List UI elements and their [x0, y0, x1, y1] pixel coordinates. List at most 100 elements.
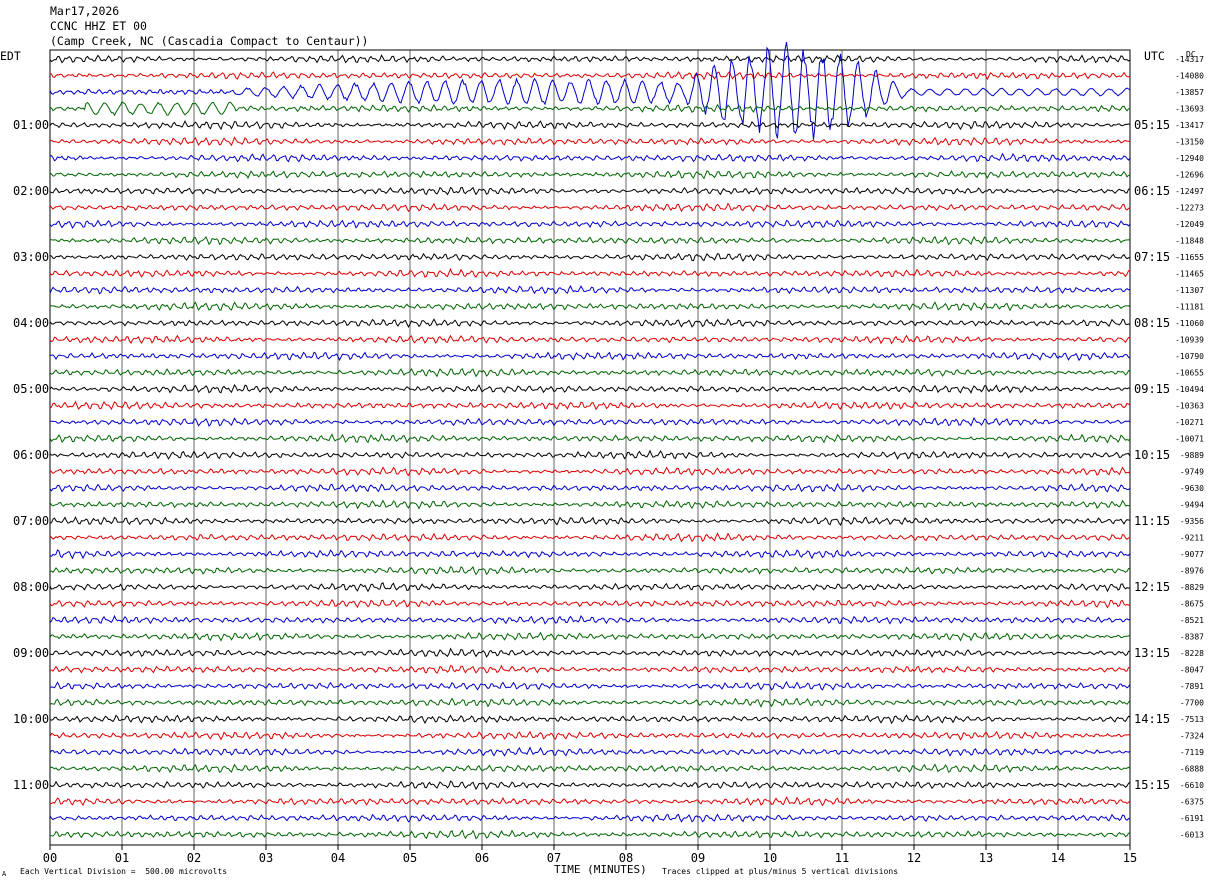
x-tick-label: 11	[835, 851, 849, 865]
trace-line	[49, 368, 1131, 378]
trace-line	[49, 433, 1131, 444]
utc-hour-label: 12:15	[1134, 580, 1170, 594]
dc-offset-label: -10071	[1175, 435, 1204, 444]
utc-hour-label: 11:15	[1134, 514, 1170, 528]
trace-line	[49, 532, 1131, 543]
trace-line	[49, 582, 1131, 593]
clip-note: Traces clipped at plus/minus 5 vertical …	[662, 867, 899, 876]
x-tick-label: 02	[187, 851, 201, 865]
trace-line	[49, 763, 1131, 774]
utc-hour-label: 05:15	[1134, 118, 1170, 132]
dc-offset-label: -6888	[1180, 765, 1204, 774]
utc-hour-label: 08:15	[1134, 316, 1170, 330]
trace-line	[50, 664, 1131, 675]
trace-line	[49, 466, 1131, 477]
edt-hour-label: 03:00	[13, 250, 49, 264]
trace-line	[49, 186, 1131, 196]
dc-offset-label: -9077	[1180, 550, 1204, 559]
trace-line	[49, 318, 1131, 328]
dc-offset-label: -9356	[1180, 517, 1204, 526]
utc-label: UTC	[1144, 49, 1165, 63]
corner-mark: A	[2, 870, 7, 878]
utc-hour-label: 09:15	[1134, 382, 1170, 396]
dc-offset-label: -9494	[1180, 501, 1204, 510]
x-tick-label: 12	[907, 851, 921, 865]
dc-offset-label: -11307	[1175, 286, 1204, 295]
dc-offset-label: -6013	[1180, 831, 1204, 840]
trace-line	[49, 120, 1131, 131]
utc-hour-label: 10:15	[1134, 448, 1170, 462]
x-tick-label: 10	[763, 851, 777, 865]
edt-hour-label: 02:00	[13, 184, 49, 198]
trace-line	[49, 499, 1131, 510]
plot-frame	[49, 49, 1131, 846]
dc-offset-label: -6375	[1180, 798, 1204, 807]
x-tick-label: 01	[115, 851, 129, 865]
trace-line	[49, 416, 1131, 427]
utc-hour-label: 15:15	[1134, 778, 1170, 792]
trace-line	[49, 697, 1131, 708]
trace-line	[49, 549, 1131, 560]
edt-hour-label: 08:00	[13, 580, 49, 594]
x-tick-label: 08	[619, 851, 633, 865]
trace-line	[49, 351, 1131, 362]
edt-hour-label: 01:00	[13, 118, 49, 132]
dc-offset-label: -8521	[1180, 616, 1204, 625]
trace-line	[49, 170, 1131, 180]
x-axis-title: TIME (MINUTES)	[554, 863, 647, 876]
trace-line	[49, 516, 1131, 526]
trace-line	[49, 152, 1131, 163]
dc-offset-label: -13693	[1175, 105, 1204, 114]
dc-offset-label: -8829	[1180, 583, 1204, 592]
edt-label: EDT	[0, 49, 21, 63]
dc-offset-label: -6191	[1180, 814, 1204, 823]
trace-line	[49, 301, 1131, 312]
dc-offset-label: -7324	[1180, 732, 1204, 741]
edt-hour-label: 09:00	[13, 646, 49, 660]
x-tick-label: 05	[403, 851, 417, 865]
dc-offset-label: -10655	[1175, 369, 1204, 378]
dc-offset-label: -14080	[1175, 72, 1204, 81]
edt-hour-label: 07:00	[13, 514, 49, 528]
trace-line	[49, 614, 1131, 625]
dc-offset-label: -8976	[1180, 567, 1204, 576]
x-tick-label: 06	[475, 851, 489, 865]
trace-line	[49, 54, 1131, 64]
trace-line	[49, 730, 1131, 741]
trace-line	[49, 565, 1131, 576]
trace-line	[49, 267, 1131, 278]
trace-line	[49, 400, 1131, 411]
dc-offset-label: -12497	[1175, 187, 1204, 196]
x-tick-label: 03	[259, 851, 273, 865]
trace-line	[49, 202, 1131, 213]
trace-line	[49, 252, 1131, 262]
trace-line	[49, 829, 1131, 840]
dc-offset-label: -8047	[1180, 666, 1204, 675]
dc-offset-label: -11465	[1175, 270, 1204, 279]
dc-offset-label: -9630	[1180, 484, 1204, 493]
x-tick-label: 14	[1051, 851, 1065, 865]
trace-line	[49, 631, 1131, 642]
trace-line	[49, 219, 1131, 230]
dc-offset-label: -12940	[1175, 154, 1204, 163]
trace-line	[49, 42, 1131, 140]
trace-line	[49, 284, 1131, 295]
dc-offset-label: -13150	[1175, 138, 1204, 147]
dc-offset-label: -8228	[1180, 649, 1204, 658]
edt-hour-label: 06:00	[13, 448, 49, 462]
trace-line	[49, 383, 1131, 394]
scale-note: Each Vertical Division = 500.00 microvol…	[20, 867, 228, 876]
trace-line	[49, 714, 1131, 725]
utc-hour-label: 13:15	[1134, 646, 1170, 660]
dc-offset-label: -10939	[1175, 336, 1204, 345]
dc-offset-label: -10271	[1175, 418, 1204, 427]
dc-offset-label: -6610	[1180, 781, 1204, 790]
x-tick-label: 00	[43, 851, 57, 865]
trace-line	[49, 680, 1131, 691]
trace-line	[49, 780, 1131, 791]
dc-offset-label: -13417	[1175, 121, 1204, 130]
x-tick-label: 04	[331, 851, 345, 865]
dc-offset-label: -10494	[1175, 385, 1204, 394]
dc-offset-label: -8675	[1180, 600, 1204, 609]
